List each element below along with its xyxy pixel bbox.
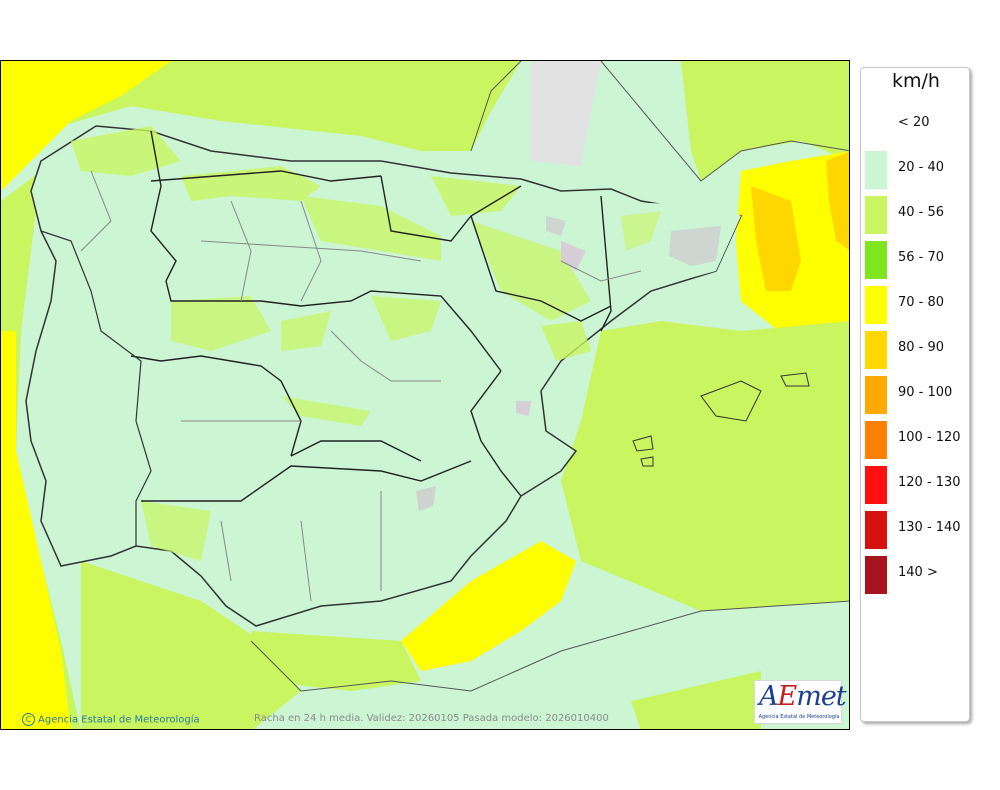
gust-zone-mediterranean [561,321,849,611]
island-mallorca [700,380,762,422]
island-menorca [780,372,810,387]
map-canvas [1,61,849,729]
relief-pyrenees-aragon [561,241,586,271]
aemet-logo-subtitle: Agencia Estatal de Meteorología [758,714,840,720]
provincial-borders [80,170,642,602]
relief-sierra-nevada [416,486,436,511]
agency-credit-text: Agencia Estatal de Meteorología [38,714,200,726]
legend-label: 70 - 80 [898,295,945,310]
relief-pyrenees-east [669,226,721,266]
border-portugal [40,230,152,546]
island-ibiza [632,435,654,452]
legend-row: 56 - 70 [865,238,969,279]
gust-patch-central-west [171,296,271,351]
legend-swatch [865,151,887,189]
border-asturias-cantabria [150,170,382,182]
border-catalonia [600,195,612,332]
island-formentera [640,456,654,467]
gust-zone-atlantic-southwest [1,331,71,729]
aemet-logo-mark: AEmet [759,681,847,712]
border-aragon [470,215,612,322]
coast-france [470,61,849,182]
legend-label: 130 - 140 [898,520,961,535]
gust-zone-gulf-of-cadiz [81,561,301,729]
gust-patch-iberico [371,296,441,341]
border-basque-navarra [380,175,522,242]
border-province-1 [80,170,112,252]
relief-valencia [516,401,531,416]
legend-swatch [865,286,887,324]
legend-label: 120 - 130 [898,475,961,490]
gust-patch-gredos [281,311,331,351]
copyright-icon: C [22,713,35,726]
legend-swatch [865,511,887,549]
legend-swatch [865,556,887,594]
legend-swatch [865,196,887,234]
gust-patch-huelva [141,501,211,561]
gust-patch-basque [431,176,521,216]
legend-swatch [865,331,887,369]
no-data-france [531,61,601,166]
legend-row: < 20 [865,103,969,144]
border-province-7 [220,491,382,602]
border-castilla-leon [165,280,502,372]
gust-zone-strait [251,631,421,691]
gust-zone-northwest [1,61,171,191]
legend-swatch [865,466,887,504]
legend-row: 120 - 130 [865,463,969,504]
legend-row: 20 - 40 [865,148,969,189]
gust-patch-la-mancha [281,396,371,426]
legend-row: 100 - 120 [865,418,969,459]
legend-unit: km/h [892,70,940,92]
legend-label: 40 - 56 [898,205,945,220]
border-province-4 [200,240,422,262]
legend-label: 56 - 70 [898,250,945,265]
coast-africa [250,600,849,692]
legend-row: 80 - 90 [865,328,969,369]
gust-patch-cantabria [181,166,321,201]
legend-label: 90 - 100 [898,385,953,400]
gust-patch-catalonia [621,211,661,251]
gust-zone-alboran [401,541,576,671]
legend-row: 140 > [865,553,969,594]
legend-row: 70 - 80 [865,283,969,324]
gust-patch-castellon [541,321,591,361]
legend-label: < 20 [898,115,930,130]
border-province-2 [230,200,252,302]
relief-pyrenees-central [546,216,566,236]
agency-credit[interactable]: C Agencia Estatal de Meteorología [22,713,200,726]
border-valencia [470,370,522,497]
legend-swatch [865,241,887,279]
legend-label: 20 - 40 [898,160,945,175]
legend-panel: km/h < 20 20 - 40 40 - 56 56 - 70 70 - 80 80 … [860,67,970,722]
border-province-3 [300,200,322,302]
border-province-8 [560,260,642,282]
regional-borders [130,130,612,502]
border-andalucia [141,460,472,502]
border-province-5 [330,330,441,382]
legend-row: 130 - 140 [865,508,969,549]
legend-swatch [865,106,887,144]
gust-patch-galicia [71,126,181,176]
legend-swatch [865,376,887,414]
legend-swatch [865,421,887,459]
legend-label: 80 - 90 [898,340,945,355]
legend-row: 40 - 56 [865,193,969,234]
legend-label: 100 - 120 [898,430,961,445]
legend-label: 140 > [898,565,938,580]
gust-zone-gulf-of-lion [681,61,849,181]
gust-zone-algeria [631,671,761,729]
legend-row: 90 - 100 [865,373,969,414]
border-galicia [150,130,177,282]
gust-patch-ebro [471,221,591,321]
border-castilla-la-mancha [290,440,422,462]
gust-zone-orange-east [751,186,801,291]
map-caption: Racha en 24 h media. Validez: 20260105 P… [254,713,609,724]
gust-patch-duero [301,196,441,261]
aemet-logo: AEmet Agencia Estatal de Meteorología [754,680,847,724]
wind-gust-map [0,60,850,730]
gust-zone-orange-far-east [826,151,849,250]
